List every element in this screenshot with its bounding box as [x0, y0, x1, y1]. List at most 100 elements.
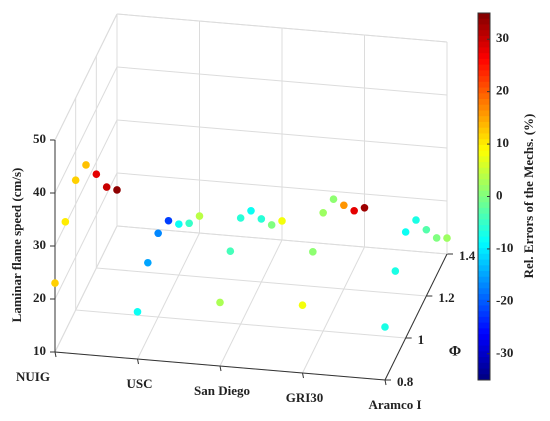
- colorbar-segment: [478, 288, 490, 295]
- point: [401, 228, 410, 236]
- colorbar-segment: [478, 265, 490, 272]
- point: [257, 215, 266, 223]
- grid: [50, 13, 453, 386]
- point: [164, 216, 173, 225]
- colorbar-segment: [478, 30, 490, 37]
- point: [185, 219, 193, 228]
- tick-mark: [54, 351, 57, 358]
- colorbar-segment: [478, 202, 490, 209]
- point: [92, 170, 101, 178]
- colorbar-tick-label: -30: [496, 345, 513, 360]
- colorbar-segment: [478, 357, 490, 364]
- colorbar-segment: [478, 207, 490, 215]
- point: [412, 216, 420, 224]
- colorbar-segment: [478, 351, 490, 358]
- z-tick-label: 20: [33, 290, 46, 305]
- colorbar-tick-label: -20: [496, 292, 513, 307]
- x-tick-label: USC: [126, 376, 152, 391]
- point: [195, 212, 204, 220]
- point: [298, 301, 307, 309]
- point: [432, 234, 441, 242]
- colorbar-segment: [478, 242, 490, 249]
- colorbar-segment: [478, 144, 490, 152]
- colorbar-segment: [478, 162, 490, 169]
- point: [61, 218, 70, 226]
- z-tick-label: 10: [33, 343, 46, 358]
- grid-line: [302, 246, 365, 374]
- point: [422, 225, 431, 234]
- box-edge: [54, 13, 118, 141]
- grid-line: [54, 66, 118, 194]
- z-axis-label: Laminar flame speed (cm/s): [9, 168, 24, 323]
- tick-mark: [219, 365, 222, 372]
- colorbar-segment: [478, 339, 490, 347]
- colorbar-segment: [478, 18, 490, 25]
- colorbar-segment: [478, 127, 490, 134]
- tick-mark: [384, 379, 387, 386]
- colorbar-segment: [478, 219, 490, 226]
- grid-line: [54, 225, 118, 353]
- z-tick-label: 30: [33, 237, 46, 252]
- grid-line: [54, 119, 118, 247]
- colorbar-segment: [478, 248, 490, 255]
- y-axis: [384, 253, 448, 381]
- colorbar-segment: [478, 133, 490, 140]
- tick-mark: [137, 358, 139, 365]
- colorbar-segment: [478, 316, 490, 324]
- point: [360, 203, 369, 212]
- colorbar-segment: [478, 150, 490, 157]
- colorbar-tick-label: 30: [496, 30, 509, 45]
- colorbar-segment: [478, 47, 490, 54]
- point: [381, 323, 389, 331]
- point: [443, 234, 451, 242]
- point: [102, 183, 111, 191]
- colorbar-segment: [478, 104, 490, 111]
- point: [216, 298, 224, 307]
- point: [144, 258, 152, 267]
- colorbar-segment: [478, 362, 490, 370]
- colorbar-segment: [478, 299, 490, 306]
- box-edge: [116, 13, 448, 43]
- colorbar-segment: [478, 58, 490, 66]
- point: [113, 186, 121, 194]
- colorbar-segment: [478, 139, 490, 146]
- x-axis: [54, 351, 386, 381]
- point: [154, 229, 162, 238]
- point: [278, 217, 286, 225]
- colorbar-segment: [478, 121, 490, 129]
- point: [350, 206, 358, 215]
- y-tick-label: 1.2: [438, 290, 454, 305]
- colorbar-segment: [478, 196, 490, 203]
- points: [51, 161, 451, 331]
- colorbar-segment: [478, 259, 490, 266]
- grid-line: [116, 225, 448, 255]
- colorbar-segment: [478, 156, 490, 163]
- colorbar-label: Rel. Errors of the Mechs. (%): [521, 114, 536, 279]
- point: [175, 220, 183, 228]
- colorbar-segment: [478, 173, 490, 180]
- grid-line: [219, 239, 283, 367]
- colorbar-segment: [478, 99, 490, 106]
- y-tick-label: 0.8: [397, 374, 414, 389]
- point: [226, 247, 235, 255]
- colorbar-segment: [478, 93, 490, 100]
- colorbar-segment: [478, 345, 490, 352]
- colorbar-segment: [478, 236, 490, 243]
- colorbar-segment: [478, 81, 490, 89]
- tick-mark: [302, 372, 304, 379]
- colorbar-tick-label: 0: [496, 187, 503, 202]
- colorbar-segment: [478, 41, 490, 48]
- x-tick-label: NUIG: [16, 369, 50, 384]
- x-tick-label: GRI30: [286, 390, 324, 405]
- point: [340, 201, 348, 210]
- y-tick-label: 1: [418, 332, 425, 347]
- point: [82, 161, 90, 169]
- colorbar-segment: [478, 110, 490, 117]
- z-tick-label: 40: [33, 184, 46, 199]
- colorbar-segment: [478, 64, 490, 71]
- colorbar-segment: [478, 185, 490, 192]
- colorbar-segment: [478, 24, 490, 31]
- colorbar-segment: [478, 230, 490, 238]
- grid-line: [137, 232, 200, 360]
